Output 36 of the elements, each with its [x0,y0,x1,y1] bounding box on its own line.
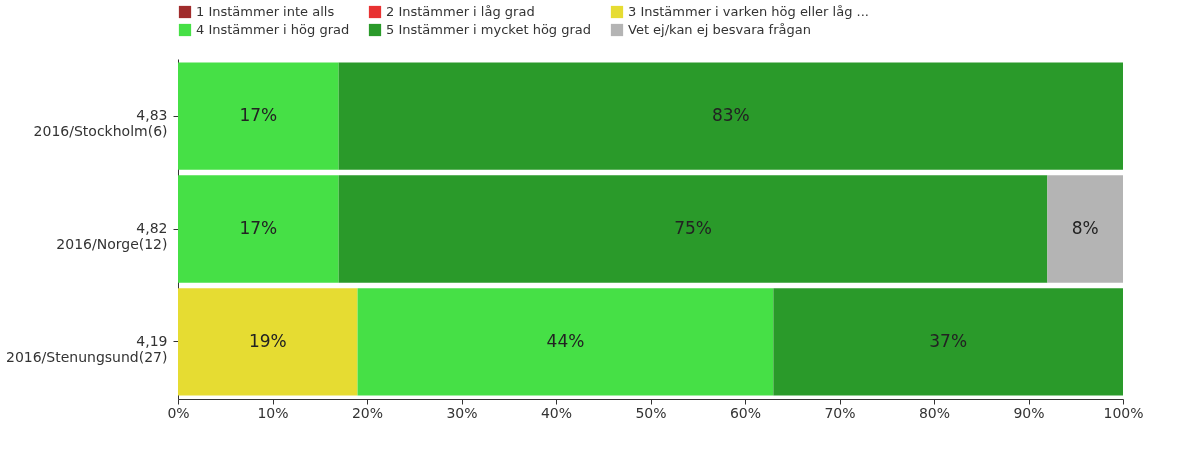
data-label: 19% [248,330,287,351]
y-tick-label: 4,19 2016/Stenungsund(27) [5,332,168,365]
x-tick-label: 50% [635,404,667,421]
legend-label: 4 Instämmer i hög grad [196,22,350,37]
y-tick-label: 4,83 2016/Stockholm(6) [33,107,168,140]
bar [338,175,1048,283]
bar [338,62,1123,170]
y-tick-label: 4,82 2016/Norge(12) [56,220,168,252]
bar [178,175,339,283]
x-tick-label: 80% [918,404,951,421]
bar [357,288,774,396]
x-tick-label: 20% [351,404,384,421]
x-tick-label: 0% [167,404,190,421]
x-tick-label: 60% [729,404,762,421]
legend-label: 1 Instämmer inte alls [196,4,335,19]
legend-label: 3 Instämmer i varken hög eller låg ... [628,4,869,19]
legend-label: 5 Instämmer i mycket hög grad [386,22,592,37]
data-label: 75% [674,218,712,238]
bar [178,62,339,170]
bar [1047,175,1123,283]
x-tick-label: 100% [1103,404,1144,421]
data-label: 83% [711,105,750,126]
x-tick-label: 70% [824,404,856,421]
x-tick-label: 10% [257,404,289,421]
data-label: 8% [1071,218,1099,238]
x-tick-label: 30% [446,404,478,421]
data-label: 17% [239,218,278,238]
x-tick-label: 90% [1013,404,1045,421]
bar [178,288,358,396]
data-label: 37% [929,330,968,351]
bar [773,288,1123,396]
data-label: 44% [546,330,585,351]
legend-label: 2 Instämmer i låg grad [386,4,535,19]
legend-label: Vet ej/kan ej besvara frågan [628,22,811,37]
data-label: 17% [239,105,278,126]
x-tick-label: 40% [540,404,573,421]
